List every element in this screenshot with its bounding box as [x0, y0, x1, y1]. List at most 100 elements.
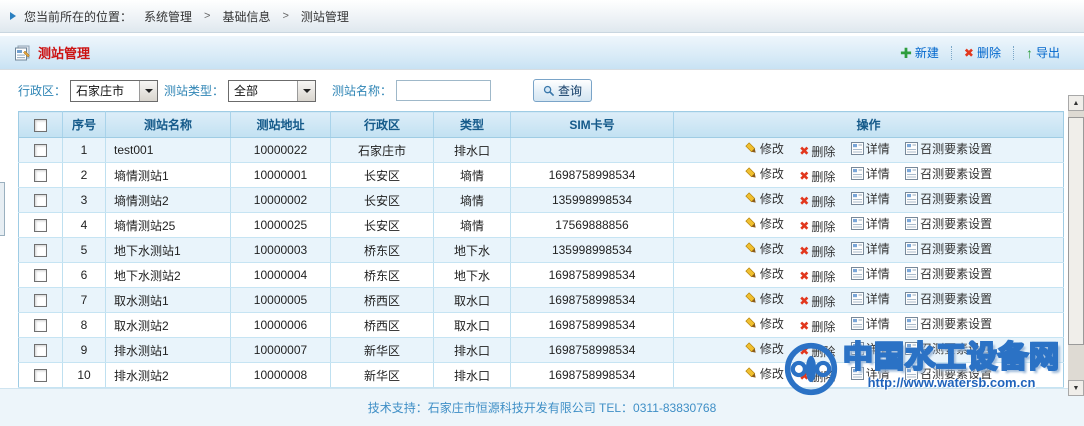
region-cell: 新华区	[330, 337, 434, 363]
delete-action[interactable]: ✖ 删除	[799, 269, 836, 284]
detail-action[interactable]: 详情	[850, 190, 890, 207]
detail-action[interactable]: 详情	[850, 265, 890, 282]
breadcrumb-separator: >	[282, 10, 289, 22]
edit-action[interactable]: 修改	[745, 290, 784, 307]
export-arrow-icon: ↑	[1025, 44, 1033, 61]
scroll-up-button[interactable]: ▲	[1068, 95, 1084, 111]
element-settings-action[interactable]: 召测要素设置	[905, 340, 992, 357]
element-settings-action[interactable]: 召测要素设置	[905, 365, 992, 382]
element-settings-action[interactable]: 召测要素设置	[905, 265, 992, 282]
row-checkbox-cell	[18, 337, 63, 363]
delete-action[interactable]: ✖ 删除	[799, 194, 836, 209]
detail-action[interactable]: 详情	[850, 290, 890, 307]
station-table: 序号 测站名称 测站地址 行政区 类型 SIM卡号 操作 1 test001 1…	[18, 111, 1064, 388]
station-name-cell: 地下水测站2	[105, 262, 231, 288]
delete-action[interactable]: ✖ 删除	[799, 169, 836, 184]
edit-action[interactable]: 修改	[745, 365, 784, 382]
row-checkbox[interactable]	[34, 294, 47, 308]
edit-action[interactable]: 修改	[745, 215, 784, 232]
edit-action[interactable]: 修改	[745, 165, 784, 182]
detail-form-icon	[850, 167, 864, 181]
detail-action[interactable]: 详情	[850, 215, 890, 232]
export-button[interactable]: ↑ 导出	[1025, 44, 1060, 61]
new-button[interactable]: ✚ 新建	[900, 44, 939, 61]
delete-action[interactable]: ✖ 删除	[799, 219, 836, 234]
detail-action[interactable]: 详情	[850, 315, 890, 332]
detail-action[interactable]: 详情	[850, 165, 890, 182]
settings-form-icon	[905, 267, 919, 281]
pencil-icon	[745, 367, 756, 378]
row-checkbox[interactable]	[34, 194, 47, 208]
row-checkbox-cell	[18, 137, 63, 163]
element-settings-action[interactable]: 召测要素设置	[905, 215, 992, 232]
row-checkbox[interactable]	[34, 169, 47, 183]
type-cell: 墒情	[433, 162, 511, 188]
region-cell: 石家庄市	[330, 137, 434, 163]
sim-cell: 1698758998534	[510, 287, 674, 313]
station-type-label: 测站类型：	[164, 84, 225, 98]
station-table-zone: 序号 测站名称 测站地址 行政区 类型 SIM卡号 操作 1 test001 1…	[0, 111, 1084, 388]
breadcrumb-item-system[interactable]: 系统管理	[144, 9, 193, 24]
table-row: 10 排水测站2 10000008 新华区 排水口 1698758998534 …	[18, 362, 1064, 388]
row-checkbox-cell	[18, 212, 63, 238]
select-all-checkbox[interactable]	[34, 118, 47, 132]
region-select[interactable]: 石家庄市	[70, 79, 159, 102]
detail-action[interactable]: 详情	[850, 340, 890, 357]
element-settings-action[interactable]: 召测要素设置	[905, 140, 992, 157]
table-header-cell[interactable]: 类型	[433, 111, 511, 138]
edit-action[interactable]: 修改	[745, 340, 784, 357]
table-header-cell[interactable]: 操作	[673, 111, 1064, 138]
edit-action[interactable]: 修改	[745, 240, 784, 257]
delete-action[interactable]: ✖ 删除	[799, 319, 836, 334]
edit-action[interactable]: 修改	[745, 265, 784, 282]
detail-form-icon	[850, 217, 864, 231]
breadcrumb-item-basic-info[interactable]: 基础信息	[222, 9, 271, 24]
station-name-input[interactable]	[396, 80, 492, 101]
chevron-down-icon[interactable]	[297, 80, 316, 101]
table-header-cell[interactable]: 测站地址	[230, 111, 331, 138]
delete-action[interactable]: ✖ 删除	[799, 294, 836, 309]
row-checkbox[interactable]	[34, 369, 47, 383]
row-checkbox[interactable]	[34, 269, 47, 283]
row-checkbox[interactable]	[34, 219, 47, 233]
table-header-cell[interactable]: 行政区	[330, 111, 434, 138]
edit-action[interactable]: 修改	[745, 140, 784, 157]
pencil-icon	[745, 142, 756, 153]
edit-action[interactable]: 修改	[745, 190, 784, 207]
chevron-down-icon[interactable]	[139, 80, 158, 101]
sidebar-collapse-handle[interactable]	[0, 182, 5, 236]
detail-action[interactable]: 详情	[850, 240, 890, 257]
detail-action[interactable]: 详情	[850, 365, 890, 382]
element-settings-action[interactable]: 召测要素设置	[905, 240, 992, 257]
row-checkbox-cell	[18, 312, 63, 338]
element-settings-action[interactable]: 召测要素设置	[905, 165, 992, 182]
scrollbar-thumb[interactable]	[1068, 117, 1084, 345]
row-checkbox[interactable]	[34, 344, 47, 358]
breadcrumb-item-station[interactable]: 测站管理	[300, 9, 349, 24]
table-header-cell[interactable]: SIM卡号	[510, 111, 674, 138]
vertical-scrollbar[interactable]: ▲ ▼	[1068, 95, 1084, 396]
element-settings-action[interactable]: 召测要素设置	[905, 290, 992, 307]
x-icon: ✖	[799, 169, 810, 184]
station-name-cell: 取水测站1	[105, 287, 231, 313]
table-header-cell[interactable]: 测站名称	[105, 111, 231, 138]
delete-button[interactable]: ✖ 删除	[963, 45, 1001, 60]
station-type-select[interactable]: 全部	[228, 79, 317, 102]
operations-cell: 修改 ✖ 删除 详情	[673, 337, 1064, 363]
operations-cell: 修改 ✖ 删除 详情	[673, 137, 1064, 163]
delete-action[interactable]: ✖ 删除	[799, 144, 836, 159]
element-settings-action[interactable]: 召测要素设置	[905, 190, 992, 207]
element-settings-action[interactable]: 召测要素设置	[905, 315, 992, 332]
plus-icon: ✚	[900, 44, 912, 61]
scroll-down-button[interactable]: ▼	[1068, 380, 1084, 396]
search-button[interactable]: 查询	[533, 79, 593, 102]
row-checkbox[interactable]	[34, 244, 47, 258]
row-checkbox[interactable]	[34, 319, 47, 333]
detail-action[interactable]: 详情	[850, 140, 890, 157]
table-header-cell[interactable]: 序号	[62, 111, 106, 138]
edit-action[interactable]: 修改	[745, 315, 784, 332]
region-cell: 长安区	[330, 187, 434, 213]
delete-action[interactable]: ✖ 删除	[799, 244, 836, 259]
row-checkbox[interactable]	[34, 144, 47, 158]
